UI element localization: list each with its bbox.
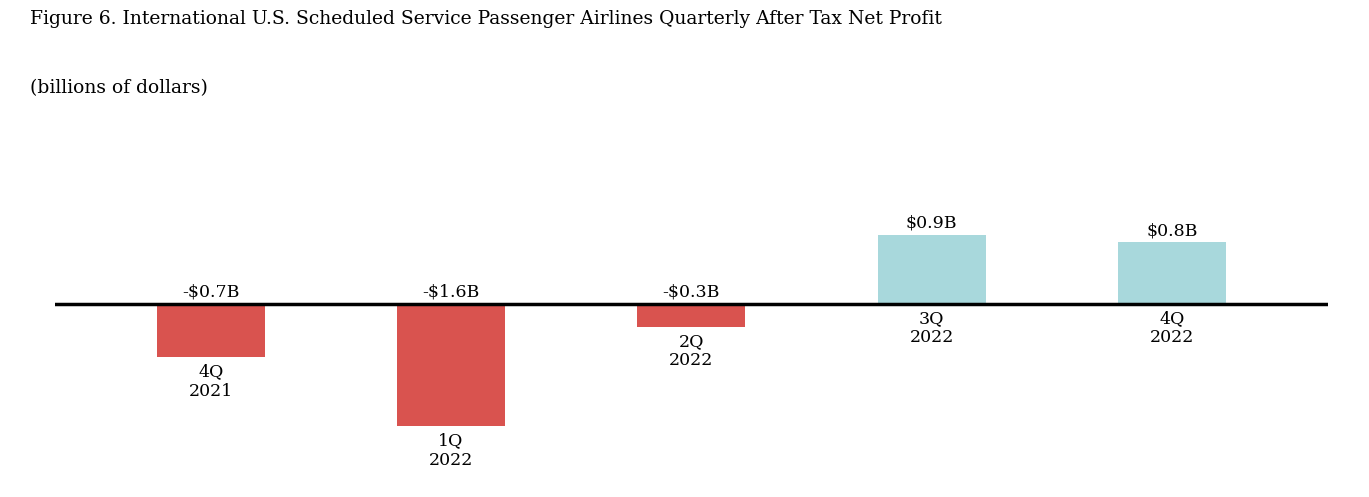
Text: 2Q
2022: 2Q 2022	[669, 333, 713, 369]
Text: -$0.3B: -$0.3B	[663, 284, 720, 301]
Text: -$1.6B: -$1.6B	[423, 284, 479, 301]
Text: Figure 6. International U.S. Scheduled Service Passenger Airlines Quarterly Afte: Figure 6. International U.S. Scheduled S…	[30, 10, 942, 28]
Text: 3Q
2022: 3Q 2022	[909, 310, 954, 346]
Text: $0.8B: $0.8B	[1146, 222, 1198, 240]
Text: 1Q
2022: 1Q 2022	[428, 432, 474, 469]
Bar	[1117, 243, 1225, 304]
Bar	[638, 304, 745, 327]
Text: -$0.7B: -$0.7B	[182, 284, 240, 301]
Bar	[397, 304, 505, 426]
Bar	[157, 304, 266, 357]
Text: 4Q
2022: 4Q 2022	[1150, 310, 1194, 346]
Text: (billions of dollars): (billions of dollars)	[30, 80, 208, 97]
Bar	[878, 235, 986, 304]
Text: 4Q
2021: 4Q 2021	[189, 363, 233, 400]
Text: $0.9B: $0.9B	[906, 215, 957, 232]
